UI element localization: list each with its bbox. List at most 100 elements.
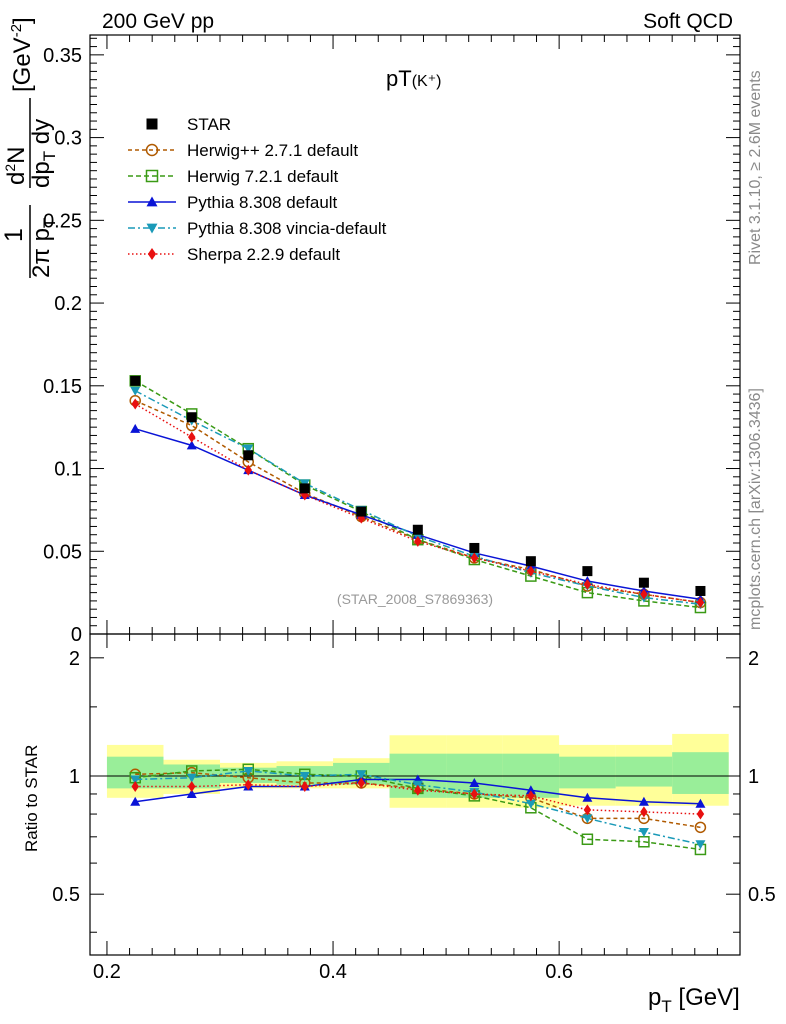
ratio-uncertainty-bands (90, 733, 740, 808)
ratio-point-3 (525, 799, 536, 809)
legend-marker (145, 143, 159, 157)
svg-text:pT(K⁺): pT(K⁺) (386, 66, 441, 91)
ratio-point-4 (187, 781, 196, 793)
ratio-point-2 (469, 777, 480, 787)
main-series-layer (129, 375, 707, 614)
ratio-point-3 (186, 773, 197, 783)
ratio-point-4 (696, 808, 705, 820)
series-point-4 (640, 588, 648, 600)
y-tick-label: 0 (71, 624, 82, 646)
svg-text:[GeV-2]: [GeV-2] (8, 17, 36, 92)
ratio-point-3 (638, 828, 649, 838)
ratio-point-3 (130, 775, 141, 785)
ratio-point-2 (582, 792, 593, 802)
ratio-tick-label-right: 2 (748, 648, 759, 670)
svg-text:1: 1 (0, 228, 28, 242)
data-point (695, 585, 706, 596)
series-point-4 (131, 398, 139, 410)
series-point-2 (130, 423, 141, 433)
ratio-tick-label-right: 1 (748, 766, 759, 788)
ratio-frame (89, 633, 741, 956)
ratio-tick-label-right: 0.5 (748, 884, 776, 906)
ratio-point-4 (640, 806, 648, 818)
series-line-4 (134, 403, 701, 604)
data-point (525, 556, 536, 567)
side-rivet-label: Rivet 3.1.10, ≥ 2.6M events (747, 70, 764, 265)
ratio-point-3 (243, 766, 254, 776)
svg-text:2π pT: 2π pT (28, 218, 59, 278)
legend-label: Herwig++ 2.7.1 default (187, 141, 358, 160)
ratio-point-4 (583, 804, 592, 816)
watermark: (STAR_2008_S7869363) (337, 591, 493, 607)
band-inner (672, 752, 729, 794)
data-point (582, 566, 593, 577)
ratio-point-3 (356, 770, 367, 780)
ratio-y-axis-label: Ratio to STAR (22, 745, 41, 852)
legend-marker (146, 196, 158, 207)
x-tick-label: 0.6 (545, 961, 573, 983)
ratio-series-layer (129, 763, 707, 856)
legend-label: STAR (187, 115, 231, 134)
y-tick-label: 0.25 (43, 210, 82, 232)
ratio-point-4 (414, 784, 422, 796)
ratio-point-2 (638, 796, 649, 806)
legend-marker (146, 223, 158, 234)
series-point-4 (696, 597, 705, 609)
ratio-point-3 (582, 814, 593, 824)
data-point (356, 506, 367, 517)
series-point-4 (527, 565, 535, 577)
legend-label: Herwig 7.2.1 default (187, 167, 338, 186)
series-point-3 (243, 444, 254, 454)
svg-text:pT [GeV]: pT [GeV] (648, 984, 740, 1016)
legend-marker (146, 118, 158, 130)
series-line-3 (134, 390, 701, 605)
ratio-point-4 (527, 790, 535, 802)
band-inner (559, 756, 616, 789)
band-inner (615, 756, 673, 787)
series-line-1 (134, 380, 701, 609)
y-tick-label: 0.3 (54, 128, 82, 150)
data-point (130, 375, 141, 386)
legend: STAR Herwig++ 2.7.1 default Herwig 7.2.1 d… (128, 115, 387, 264)
header-energy: 200 GeV pp (102, 10, 214, 33)
ratio-point-4 (470, 788, 479, 800)
ratio-point-4 (244, 779, 253, 791)
ratio-line-3 (135, 770, 701, 846)
ratio-point-3 (695, 840, 706, 850)
main-title: pT(K⁺) (386, 66, 441, 91)
series-point-2 (186, 440, 197, 450)
ratio-point-4 (357, 777, 366, 789)
side-source-label: mcplots.cern.ch [arXiv:1306.3436] (747, 388, 764, 630)
legend-label: Pythia 8.308 default (187, 193, 338, 212)
series-point-4 (583, 578, 592, 590)
legend-label: Pythia 8.308 vincia-default (187, 219, 387, 238)
ratio-point-2 (695, 798, 706, 808)
y-tick-label: 0.1 (54, 459, 82, 481)
ratio-tick-label: 0.5 (52, 884, 80, 906)
data-point (638, 577, 649, 588)
x-axis-label: pT [GeV] (648, 984, 740, 1016)
legend-marker (147, 247, 157, 261)
x-tick-label: 0.2 (93, 961, 121, 983)
series-point-3 (130, 386, 141, 396)
ratio-point-1 (581, 833, 594, 846)
data-point (186, 412, 197, 423)
y-tick-label: 0.2 (54, 293, 82, 315)
ratio-tick-label: 2 (69, 648, 80, 670)
ratio-point-0 (694, 821, 707, 834)
svg-text:d2N: d2N (2, 147, 30, 186)
axes-layer: 0.2 0.4 0.6 0 0.05 0.1 0.15 0.2 0.25 0.3 0.35 0.5 0.… (43, 34, 776, 983)
ratio-point-4 (301, 781, 309, 793)
y-tick-label: 0.15 (43, 376, 82, 398)
header-category: Soft QCD (643, 10, 733, 33)
x-tick-label: 0.4 (319, 961, 347, 983)
y-tick-label: 0.35 (43, 45, 82, 67)
legend-marker (145, 169, 159, 183)
ratio-tick-label: 1 (69, 766, 80, 788)
data-point (412, 524, 423, 535)
ratio-point-2 (130, 796, 141, 806)
legend-label: Sherpa 2.2.9 default (187, 245, 340, 264)
series-line-2 (135, 428, 701, 600)
series-point-4 (187, 431, 196, 443)
